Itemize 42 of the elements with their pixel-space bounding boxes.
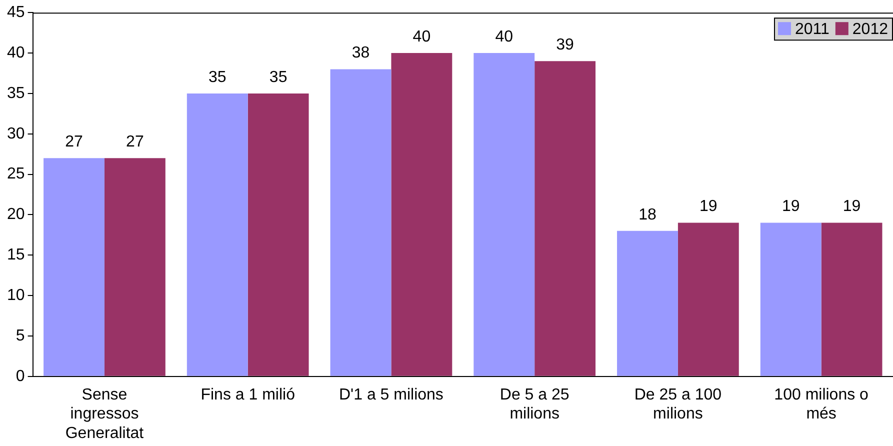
x-tick-label: D'1 a 5 milions [338,386,444,404]
bar [186,93,248,376]
data-label: 19 [700,198,718,216]
bar [104,158,166,376]
y-tick-label: 40 [7,44,25,62]
y-tick-label: 15 [7,246,25,264]
y-tick-label: 10 [7,286,25,304]
bar [391,53,452,376]
data-label: 35 [208,68,226,86]
y-tick-label: 0 [16,368,25,385]
x-tick-label: De 5 a 25 milions [500,386,570,423]
y-tick-label: 5 [16,327,25,344]
data-label: 18 [638,206,656,224]
x-tick-label: Sense ingressos Generalitat [65,386,144,442]
bar [678,222,739,376]
legend-label: 2012 [852,21,888,38]
x-tick-label: 100 milions o més [774,386,869,423]
data-label: 19 [842,198,861,216]
legend-label: 2011 [795,21,830,38]
y-tick-label: 35 [7,84,25,102]
data-label: 40 [495,28,514,46]
data-label: 27 [126,134,144,151]
bar [330,69,392,376]
data-label: 35 [269,68,288,86]
y-tick-label: 30 [7,125,25,142]
data-label: 27 [65,134,84,151]
bar [534,61,596,376]
data-label: 19 [782,198,800,216]
data-label: 40 [412,28,431,46]
x-tick-label: De 25 a 100 milions [634,386,722,423]
bar [760,222,822,376]
bar [474,53,535,376]
data-label: 39 [556,36,574,54]
bar [617,230,678,376]
y-tick-label: 25 [7,166,25,183]
x-tick-label: Fins a 1 milió [200,386,296,404]
data-label: 38 [352,44,370,62]
bar [248,93,309,376]
y-tick-label: 45 [7,4,25,22]
bar [44,158,104,376]
y-tick-label: 20 [7,206,25,224]
bar [821,222,882,376]
